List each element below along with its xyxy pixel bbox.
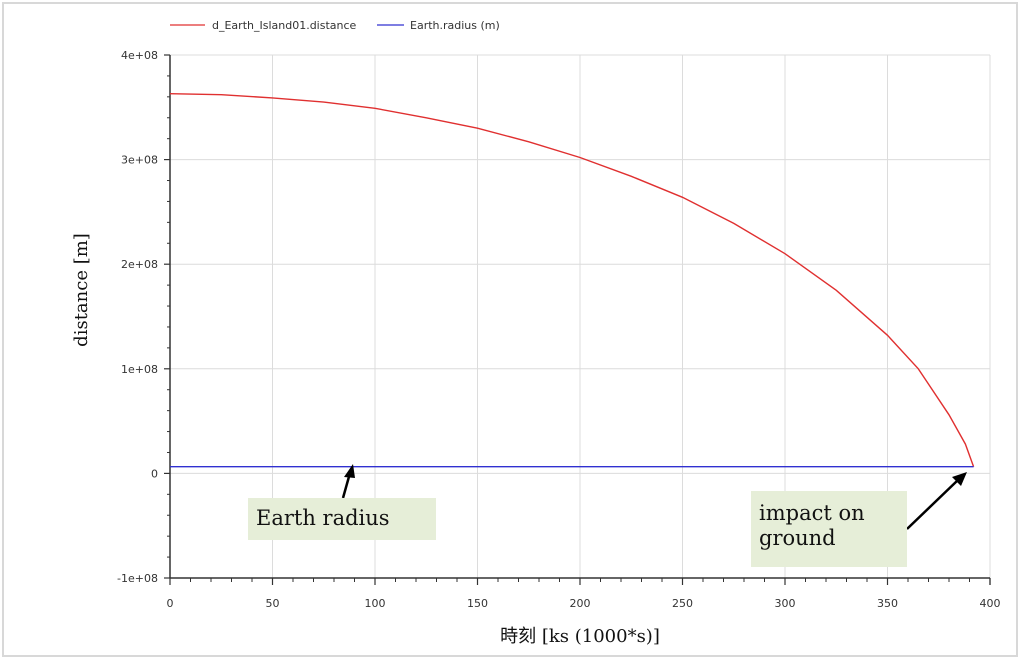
y-tick-label: -1e+08 [117, 572, 158, 585]
x-axis-label: 時刻 [ks (1000*s)] [500, 626, 660, 647]
y-tick-label: 0 [151, 467, 158, 480]
x-tick-label: 400 [980, 597, 1001, 610]
x-tick-label: 350 [877, 597, 898, 610]
y-tick-label: 2e+08 [121, 258, 158, 271]
annotation-earth-radius-text: Earth radius [256, 506, 390, 530]
x-tick-label: 300 [775, 597, 796, 610]
x-tick-label: 50 [266, 597, 280, 610]
arrowhead-earth-radius [344, 464, 355, 478]
annotation-impact-line2: ground [759, 526, 836, 550]
x-tick-label: 250 [672, 597, 693, 610]
axes: 0 50 100 150 200 250 300 350 400 -1e+08 0 1e+08 2e+0… [117, 49, 1000, 610]
annotation-earth-radius: Earth radius [248, 498, 436, 540]
annotation-impact-line1: impact on [759, 501, 865, 525]
y-tick-label: 1e+08 [121, 363, 158, 376]
legend-label-radius: Earth.radius (m) [410, 19, 500, 32]
annotation-impact: impact on ground [751, 491, 907, 567]
grid [170, 54, 991, 578]
arrow-impact [906, 479, 959, 530]
x-tick-label: 0 [167, 597, 174, 610]
y-tick-label: 4e+08 [121, 49, 158, 62]
arrowhead-impact [952, 472, 967, 486]
y-tick-label: 3e+08 [121, 154, 158, 167]
legend-label-distance: d_Earth_Island01.distance [212, 19, 357, 32]
x-tick-label: 150 [467, 597, 488, 610]
legend: d_Earth_Island01.distance Earth.radius (… [170, 19, 500, 32]
x-tick-label: 100 [365, 597, 386, 610]
annotation-arrows [341, 464, 967, 530]
y-axis-label: distance [m] [71, 233, 92, 347]
series-line-0 [169, 93, 975, 467]
series-group [169, 93, 975, 468]
x-tick-label: 200 [570, 597, 591, 610]
